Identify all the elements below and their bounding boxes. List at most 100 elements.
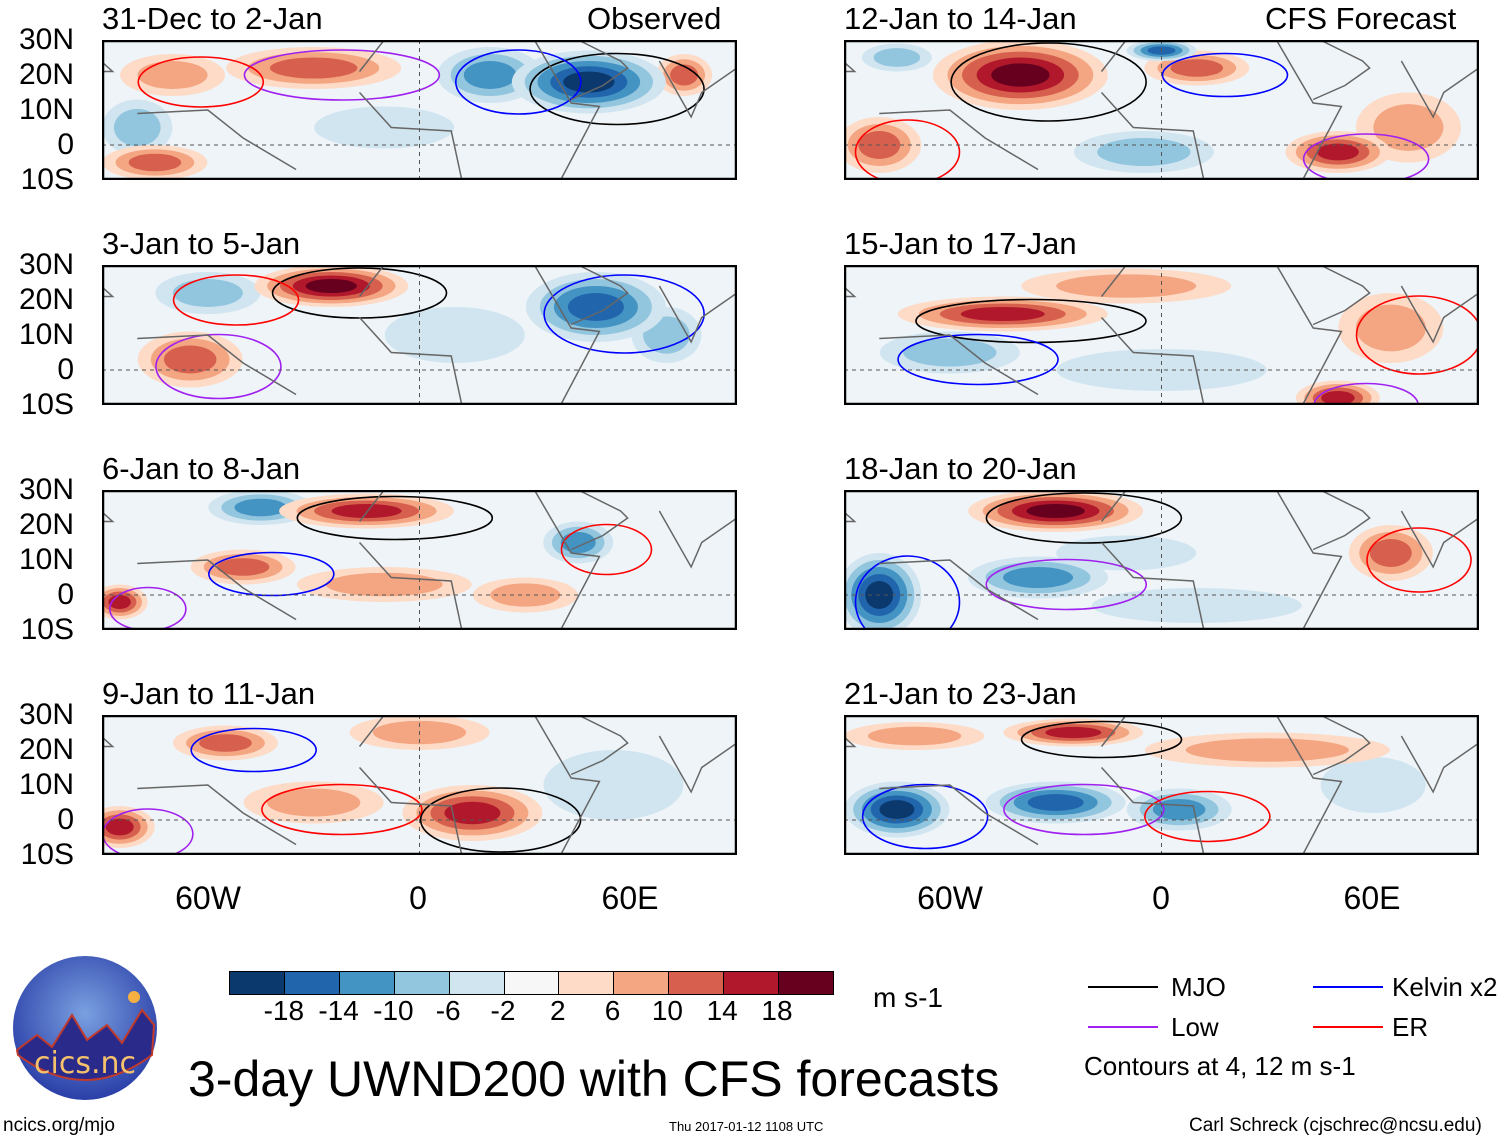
anomaly-shading	[543, 750, 684, 820]
coastline	[102, 490, 737, 630]
cfs-forecast-label: CFS Forecast	[1265, 1, 1457, 36]
colorbar-swatch	[668, 972, 724, 994]
panel-frame	[102, 40, 737, 180]
wave-contour	[985, 558, 1148, 611]
wave-contour	[1355, 295, 1479, 375]
y-tick-label: 0	[57, 578, 74, 611]
x-tick-0-left: 0	[409, 880, 427, 916]
footer-url[interactable]: ncics.org/mjo	[3, 1115, 115, 1136]
anomaly-shading	[314, 106, 455, 149]
wave-contour	[1003, 783, 1165, 836]
colorbar-tick-label: -18	[263, 995, 305, 1026]
anomaly-shading	[1056, 274, 1197, 298]
anomaly-shading	[305, 279, 357, 293]
anomaly-shading	[384, 307, 525, 363]
panel-title: 21-Jan to 23-Jan	[844, 676, 1077, 711]
y-tick-label: 30N	[18, 473, 74, 506]
panel-frame	[102, 265, 737, 405]
map-panel	[102, 40, 737, 180]
map-panel	[844, 715, 1479, 855]
wave-contour	[1302, 133, 1430, 180]
logo-text: cics.nc	[34, 1046, 136, 1081]
legend-label-kelvin: Kelvin x2	[1392, 972, 1498, 1002]
anomaly-shading	[879, 800, 915, 819]
footer-author: Carl Schreck (cjschrec@ncsu.edu)	[1189, 1115, 1482, 1136]
wave-contour	[897, 333, 1059, 386]
wave-contour	[190, 727, 317, 773]
anomaly-shading	[1320, 757, 1426, 813]
map-panel	[844, 265, 1479, 405]
colorbar-swatch	[723, 972, 779, 994]
y-tick-label: 20N	[18, 733, 74, 766]
anomaly-shading	[1026, 504, 1085, 518]
coastline	[844, 715, 1479, 855]
anomaly-shading	[873, 48, 921, 67]
wave-contour	[1161, 52, 1289, 98]
wave-contour	[854, 119, 961, 180]
panel-title: 31-Dec to 2-Jan	[102, 1, 323, 36]
anomaly-shading	[325, 572, 443, 597]
wave-contour	[854, 555, 961, 630]
contour-note: Contours at 4, 12 m s-1	[1084, 1051, 1356, 1081]
colorbar	[229, 971, 834, 995]
wave-contour	[560, 523, 653, 576]
wave-contour	[419, 787, 582, 853]
anomaly-shading	[137, 61, 208, 89]
x-tick-60e-left: 60E	[601, 880, 659, 916]
anomaly-shading	[216, 558, 270, 576]
anomaly-shading	[1321, 391, 1355, 405]
wave-contour	[529, 52, 705, 126]
y-tick-label: 0	[57, 803, 74, 836]
colorbar-tick-label: 6	[604, 995, 621, 1026]
colorbar-swatch	[448, 972, 504, 994]
x-tick-0-right: 0	[1152, 880, 1170, 916]
panel-title: 9-Jan to 11-Jan	[102, 676, 316, 711]
anomaly-shading	[1097, 138, 1191, 166]
wave-contour	[861, 783, 989, 850]
anomaly-shading	[670, 64, 699, 86]
anomaly-shading	[991, 63, 1050, 87]
wave-contour	[243, 49, 441, 101]
wave-contour	[172, 274, 300, 326]
colorbar-tick-label: -14	[318, 995, 359, 1026]
y-tick-label: 30N	[18, 698, 74, 731]
wave-contour	[1366, 527, 1472, 593]
y-tick-label: 20N	[18, 508, 74, 541]
panel-title: 18-Jan to 20-Jan	[844, 451, 1077, 486]
legend-line-low	[1088, 1026, 1158, 1028]
coastline	[844, 40, 1479, 180]
wave-contour	[109, 586, 187, 630]
anomaly-shading	[490, 583, 561, 607]
colorbar-tick-label: 2	[550, 995, 566, 1026]
colorbar-swatch	[613, 972, 669, 994]
y-tick-label: 0	[57, 353, 74, 386]
colorbar-swatch	[503, 972, 559, 994]
colorbar-tick-label: -2	[490, 995, 516, 1026]
coastline	[844, 490, 1479, 630]
anomaly-shading	[1091, 588, 1302, 623]
map-panel	[844, 490, 1479, 630]
wave-contour	[1020, 720, 1183, 759]
colorbar-swatch	[778, 972, 833, 994]
legend-line-mjo	[1088, 986, 1158, 988]
panel-frame	[844, 715, 1479, 855]
coastline	[102, 265, 737, 405]
y-tick-label: 10S	[20, 613, 74, 646]
wave-contour	[985, 492, 1183, 544]
anomaly-shading	[463, 61, 517, 89]
wave-contour	[296, 495, 494, 541]
colorbar-swatch	[338, 972, 394, 994]
legend-label-low: Low	[1171, 1012, 1219, 1042]
panel-frame	[844, 490, 1479, 630]
y-tick-label: 10S	[20, 388, 74, 421]
panel-frame	[102, 490, 737, 630]
anomaly-shading	[113, 108, 161, 147]
wave-contour	[915, 298, 1147, 344]
map-panel	[102, 265, 737, 405]
anomaly-shading	[1045, 726, 1102, 739]
panel-title: 15-Jan to 17-Jan	[844, 226, 1077, 261]
anomaly-shading	[1373, 104, 1444, 151]
colorbar-tick-label: -6	[435, 995, 461, 1026]
anomaly-shading	[269, 57, 358, 79]
anomaly-shading	[267, 788, 361, 817]
